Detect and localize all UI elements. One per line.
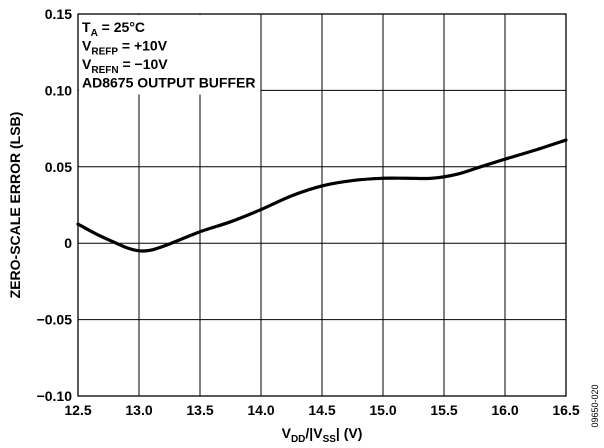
x-axis-title: VDD/|VSS| (V)	[282, 425, 363, 445]
annotation-line: VREFN = −10V	[82, 56, 168, 76]
subscript-text: REFP	[91, 47, 118, 58]
annotation-line: AD8675 OUTPUT BUFFER	[82, 75, 255, 91]
y-tick-label: 0.05	[45, 159, 72, 175]
y-tick-label: 0.15	[45, 6, 72, 22]
y-tick-label: −0.05	[37, 312, 73, 328]
x-tick-label: 16.5	[552, 402, 579, 418]
text-part: V	[282, 425, 292, 441]
subscript-text: SS	[323, 434, 337, 445]
annotation-line: VREFP = +10V	[82, 38, 168, 58]
text-part: = −10V	[119, 56, 169, 72]
x-tick-label: 16.0	[491, 402, 518, 418]
text-part: T	[82, 19, 91, 35]
y-tick-label: 0.10	[45, 82, 72, 98]
x-tick-label: 15.5	[430, 402, 457, 418]
x-tick-label: 13.0	[125, 402, 152, 418]
x-tick-label: 14.0	[247, 402, 274, 418]
y-axis-title: ZERO-SCALE ERROR (LSB)	[7, 112, 23, 299]
x-tick-label: 13.5	[186, 402, 213, 418]
series-group	[76, 138, 568, 253]
y-tick-label: −0.10	[37, 388, 73, 404]
x-tick-label: 15.0	[369, 402, 396, 418]
x-tick-labels: 12.5 13.0 13.5 14.0 14.5 15.0 15.5 16.0 16.5	[64, 402, 579, 418]
text-part: AD8675 OUTPUT BUFFER	[82, 75, 255, 91]
y-tick-label: 0	[64, 235, 72, 251]
x-tick-label: 12.5	[64, 402, 91, 418]
figure-code: 09650-020	[590, 384, 600, 427]
text-part: = 25°C	[98, 19, 145, 35]
subscript-text: A	[91, 28, 98, 39]
text-part: V	[82, 56, 92, 72]
text-part: = +10V	[118, 38, 168, 54]
series-line	[76, 138, 568, 253]
text-part: V	[82, 38, 92, 54]
x-tick-label: 14.5	[308, 402, 335, 418]
subscript-text: REFN	[91, 65, 118, 76]
text-part: | (V)	[336, 425, 362, 441]
annotation-line: TA = 25°C	[82, 19, 145, 39]
annotation-background	[79, 15, 261, 95]
text-part: /|V	[305, 425, 323, 441]
plot-frame	[77, 13, 567, 397]
subscript-text: DD	[291, 434, 305, 445]
y-tick-labels: 0.15 0.10 0.05 0 −0.05 −0.10	[37, 6, 73, 404]
